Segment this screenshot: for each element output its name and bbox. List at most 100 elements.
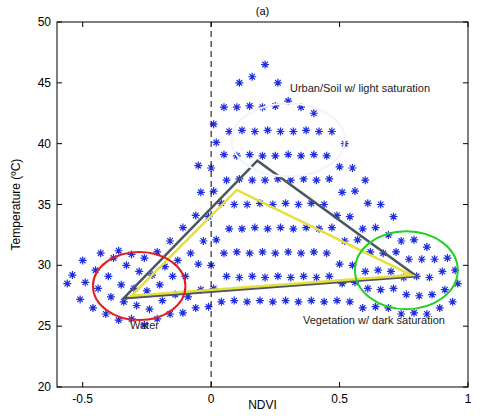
point — [364, 199, 372, 207]
point — [179, 309, 187, 317]
region-ellipse — [93, 252, 185, 320]
annotation: Urban/Soil w/ light saturation — [290, 82, 430, 94]
x-tick — [468, 382, 469, 387]
point — [315, 128, 323, 136]
chart: -0.500.5120253035404550(a)NDVITemperatur… — [0, 0, 493, 416]
point — [336, 260, 344, 268]
point — [336, 163, 344, 171]
point — [300, 272, 308, 280]
plot-marks — [63, 22, 461, 387]
point — [166, 237, 174, 245]
point — [333, 297, 341, 305]
point — [361, 176, 369, 184]
point — [307, 297, 315, 305]
point — [220, 151, 228, 159]
x-tick — [211, 22, 212, 27]
point — [325, 175, 333, 183]
point — [351, 187, 359, 195]
point — [387, 267, 395, 275]
point — [220, 249, 228, 257]
x-tick-label: -0.5 — [72, 392, 93, 406]
point — [276, 128, 284, 136]
point — [261, 176, 269, 184]
point — [364, 284, 372, 292]
point — [158, 297, 166, 305]
point — [431, 255, 439, 263]
y-tick-label: 40 — [38, 137, 52, 151]
point — [199, 237, 207, 245]
point — [284, 151, 292, 159]
point — [436, 304, 444, 312]
y-tick — [463, 387, 468, 388]
point — [261, 61, 269, 69]
point — [217, 298, 225, 306]
point — [212, 138, 220, 146]
point — [223, 272, 231, 280]
point — [230, 297, 238, 305]
y-tick — [57, 265, 62, 266]
point — [274, 272, 282, 280]
point — [133, 301, 141, 309]
point — [271, 152, 279, 160]
y-tick — [57, 82, 62, 83]
point — [233, 103, 241, 111]
point — [187, 249, 195, 257]
point — [302, 126, 310, 134]
y-tick-label: 45 — [38, 76, 52, 90]
point — [377, 201, 385, 209]
annotation: Vegetation w/ dark saturation — [303, 314, 445, 326]
point — [246, 151, 254, 159]
y-tick — [463, 82, 468, 83]
y-tick-label: 30 — [38, 258, 52, 272]
point — [410, 236, 418, 244]
point — [223, 176, 231, 184]
point — [251, 224, 259, 232]
y-tick — [57, 326, 62, 327]
point — [76, 295, 84, 303]
reference-line — [211, 22, 212, 387]
point — [259, 248, 267, 256]
point — [282, 297, 290, 305]
annotation: Water — [130, 319, 159, 331]
point — [418, 255, 426, 263]
point — [261, 274, 269, 282]
point — [238, 225, 246, 233]
point — [256, 297, 264, 305]
y-tick — [57, 143, 62, 144]
y-tick — [463, 143, 468, 144]
point — [428, 291, 436, 299]
point — [156, 281, 164, 289]
point — [117, 281, 125, 289]
point — [310, 109, 318, 117]
point — [323, 152, 331, 160]
point — [359, 225, 367, 233]
axes-frame — [57, 22, 468, 387]
point — [248, 176, 256, 184]
point — [397, 237, 405, 245]
point — [248, 272, 256, 280]
point — [372, 224, 380, 232]
x-tick-label: 0 — [208, 392, 215, 406]
background — [0, 0, 493, 416]
point — [97, 249, 105, 257]
point — [264, 225, 272, 233]
region-ellipse — [232, 104, 345, 177]
point — [323, 249, 331, 257]
point — [238, 126, 246, 134]
point — [192, 304, 200, 312]
y-tick — [57, 22, 62, 23]
point — [235, 79, 243, 87]
point — [269, 298, 277, 306]
point — [310, 248, 318, 256]
point — [140, 254, 148, 262]
point — [276, 224, 284, 232]
point — [390, 284, 398, 292]
point — [81, 278, 89, 286]
point — [89, 304, 97, 312]
point — [135, 267, 143, 275]
point — [194, 162, 202, 170]
point — [287, 274, 295, 282]
point — [230, 201, 238, 209]
point — [104, 272, 112, 280]
x-tick-label: 0.5 — [331, 392, 348, 406]
